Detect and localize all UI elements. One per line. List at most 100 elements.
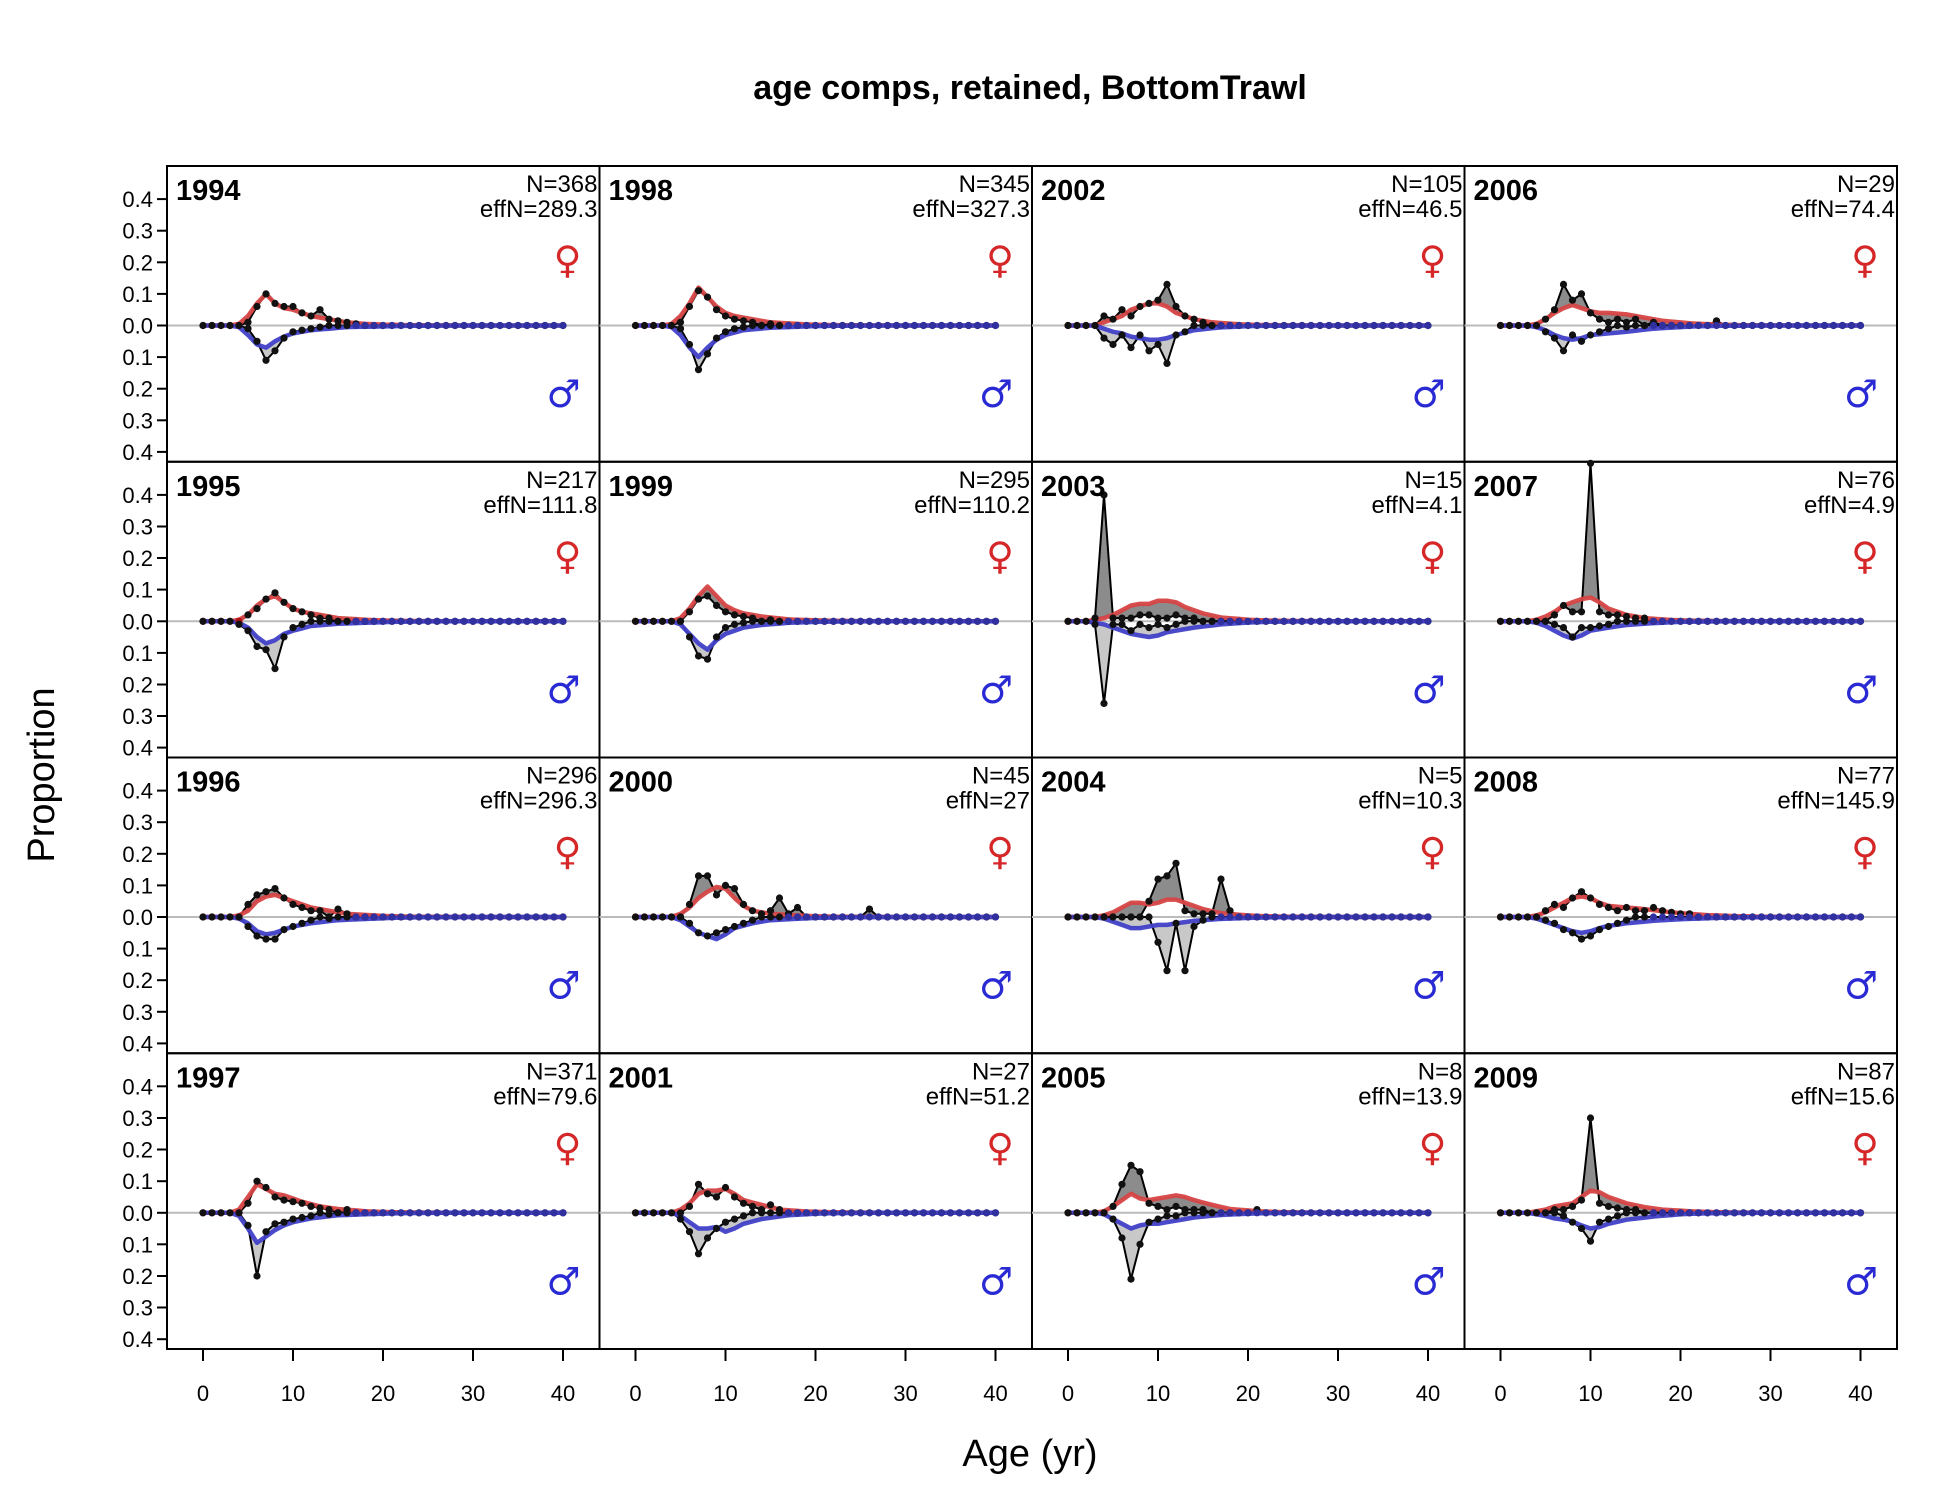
female-observed-point: [1154, 296, 1162, 304]
male-observed-point: [1172, 1212, 1180, 1220]
male-observed-point: [1325, 617, 1333, 625]
male-observed-point: [937, 1209, 946, 1217]
male-symbol-icon: ♂: [979, 964, 1013, 1008]
female-observed-point: [1586, 1114, 1595, 1122]
male-symbol-icon: ♂: [1844, 1259, 1878, 1303]
female-observed-point: [1127, 614, 1135, 622]
female-observed-point: [1226, 907, 1234, 915]
male-observed-point: [838, 321, 847, 330]
x-tick-label: 30: [893, 1381, 917, 1406]
panel-effn-label: effN=10.3: [1358, 788, 1462, 815]
female-symbol-icon: ♀: [1851, 830, 1879, 874]
panel-effn-label: effN=74.4: [1791, 196, 1895, 223]
male-observed-point: [1262, 1209, 1270, 1217]
chart-title: age comps, retained, BottomTrawl: [753, 69, 1307, 107]
male-observed-point: [1730, 617, 1739, 625]
male-observed-point: [370, 1209, 378, 1217]
female-observed-point: [721, 1183, 730, 1192]
female-observed-point: [1559, 601, 1568, 610]
x-tick-label: 20: [1668, 1381, 1692, 1406]
male-observed-point: [838, 913, 847, 921]
female-observed-point: [730, 611, 739, 619]
male-observed-point: [685, 633, 694, 641]
male-observed-point: [1523, 617, 1532, 625]
male-observed-point: [856, 321, 865, 330]
male-observed-point: [1784, 617, 1793, 625]
x-tick-label: 30: [461, 1381, 485, 1406]
male-observed-point: [973, 321, 982, 330]
male-observed-point: [253, 932, 261, 940]
male-observed-point: [928, 913, 937, 921]
male-observed-point: [1622, 323, 1631, 331]
male-observed-point: [1820, 321, 1829, 330]
female-observed-point: [1199, 910, 1207, 918]
male-observed-point: [811, 617, 820, 625]
male-observed-point: [1496, 913, 1505, 921]
male-observed-point: [793, 1209, 802, 1217]
male-observed-point: [1757, 617, 1766, 625]
male-observed-point: [1757, 913, 1766, 921]
male-observed-point: [703, 1234, 712, 1242]
male-observed-point: [901, 617, 910, 625]
male-observed-point: [1280, 617, 1288, 625]
female-observed-point: [253, 605, 261, 613]
male-observed-point: [1424, 913, 1432, 921]
male-observed-point: [721, 1218, 730, 1226]
female-observed-point: [244, 318, 252, 326]
female-symbol-icon: ♀: [986, 1125, 1014, 1169]
male-observed-point: [667, 1209, 676, 1217]
female-observed-point: [1604, 318, 1613, 326]
female-observed-point: [1613, 907, 1622, 915]
x-tick-label: 10: [713, 1381, 737, 1406]
male-observed-point: [1163, 359, 1171, 367]
male-observed-point: [1577, 1224, 1586, 1233]
panel-effn-label: effN=4.1: [1372, 492, 1463, 519]
male-observed-point: [865, 913, 874, 921]
x-axis-label: Age (yr): [962, 1433, 1097, 1475]
female-observed-point: [676, 1209, 685, 1217]
y-tick-label: 0.2: [122, 377, 153, 402]
male-observed-point: [1415, 321, 1423, 330]
male-symbol-icon: ♂: [1844, 372, 1878, 416]
male-observed-point: [721, 926, 730, 934]
male-observed-point: [1109, 1215, 1117, 1223]
male-observed-point: [1406, 1209, 1414, 1217]
male-observed-point: [424, 913, 432, 921]
male-observed-point: [1127, 627, 1135, 635]
male-observed-point: [1739, 321, 1748, 330]
male-observed-point: [1262, 913, 1270, 921]
y-tick-label: 0.2: [122, 673, 153, 698]
male-observed-point: [1226, 617, 1234, 625]
male-observed-point: [514, 1209, 522, 1217]
female-observed-point: [1604, 903, 1613, 912]
male-observed-point: [1595, 622, 1604, 630]
y-tick-label: 0.4: [122, 1074, 153, 1099]
male-observed-point: [820, 913, 829, 921]
y-axis: 0.4 0.3 0.2 0.1 0.0 0.1 0.2 0.3 0.4 0.4 0.3 0.2 0.1 0…: [122, 187, 167, 1352]
male-observed-point: [964, 913, 973, 921]
male-observed-point: [1208, 321, 1216, 330]
x-tick-label: 40: [551, 1381, 575, 1406]
male-observed-point: [1163, 624, 1171, 632]
panel-year-label: 2009: [1474, 1062, 1539, 1094]
male-observed-point: [1271, 913, 1279, 921]
female-observed-point: [1568, 1202, 1577, 1210]
male-observed-point: [226, 617, 234, 625]
male-observed-point: [1406, 321, 1414, 330]
male-observed-point: [1604, 1215, 1613, 1223]
male-observed-point: [1235, 321, 1243, 330]
male-observed-point: [424, 1209, 432, 1217]
male-observed-point: [1307, 617, 1315, 625]
female-observed-line: [1500, 463, 1861, 623]
male-observed-point: [802, 913, 811, 921]
male-observed-point: [1811, 617, 1820, 625]
male-observed-point: [964, 617, 973, 625]
male-observed-point: [775, 321, 784, 330]
male-observed-point: [217, 617, 225, 625]
male-observed-point: [1379, 321, 1387, 330]
y-tick-label: 0.1: [122, 282, 153, 307]
male-observed-point: [946, 617, 955, 625]
y-tick-label: 0.4: [122, 1327, 153, 1352]
female-observed-point: [1559, 1206, 1568, 1214]
male-observed-point: [793, 913, 802, 921]
